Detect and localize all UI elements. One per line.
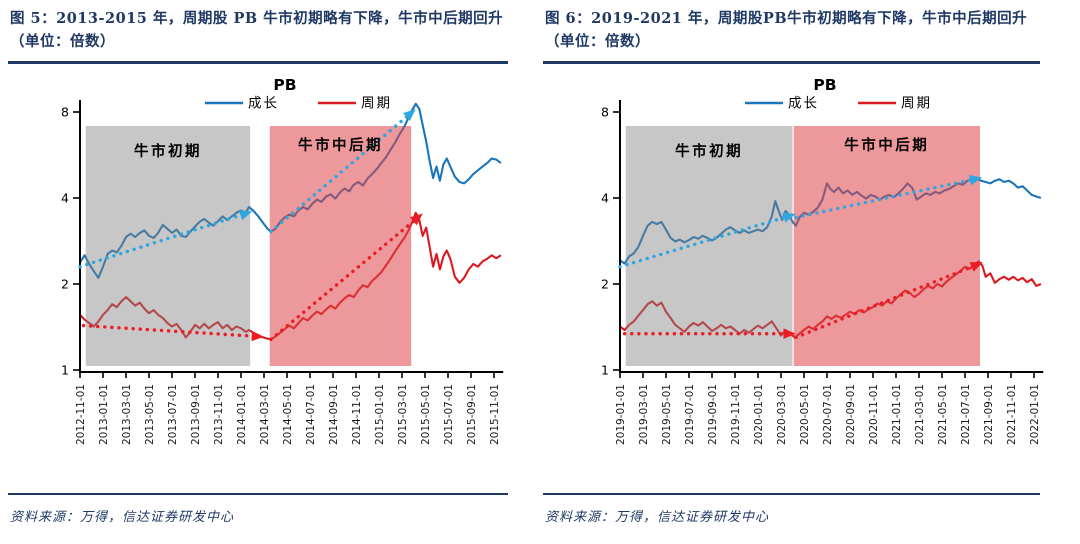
x-tick-label: 2019-03-01 [638, 384, 650, 445]
x-tick-label: 2021-09-01 [983, 384, 995, 445]
x-tick-label: 2019-01-01 [615, 384, 627, 445]
x-tick-label: 2020-01-01 [753, 384, 765, 445]
x-tick-label: 2019-07-01 [684, 384, 696, 445]
y-tick-label: 4 [61, 191, 69, 206]
x-tick-label: 2015-01-01 [374, 384, 386, 445]
x-tick-label: 2015-07-01 [443, 384, 455, 445]
region-label-bull-early: 牛市初期 [675, 142, 743, 160]
cycle-trend-arrow-1 [81, 323, 264, 342]
growth-trend-arrow-1 [78, 210, 253, 269]
figure6-panel: 图 6：2019-2021 年，周期股PB牛市初期略有下降，牛市中后期回升（单位… [543, 0, 1044, 544]
x-tick-label: 2020-09-01 [845, 384, 857, 445]
x-tick-label: 2014-09-01 [328, 384, 340, 445]
x-tick-label: 2013-09-01 [190, 384, 202, 445]
legend-label-growth: 成长 [248, 96, 279, 112]
figure5-source-note: 资料来源：万得，信达证券研发中心 [10, 510, 235, 525]
y-tick-label: 1 [61, 363, 69, 378]
cycle-trend-arrow-2 [794, 262, 984, 340]
growth-trend-arrow-1 [618, 212, 796, 269]
x-tick-label: 2014-01-01 [236, 384, 248, 445]
figure5-panel: 图 5：2013-2015 年，周期股 PB 牛市初期略有下降，牛市中后期回升（… [8, 0, 508, 544]
y-tick-label: 8 [601, 105, 609, 120]
y-tick-label: 1 [601, 363, 609, 378]
x-tick-label: 2013-07-01 [167, 384, 179, 445]
figure6-title-divider [543, 61, 1040, 64]
x-tick-label: 2019-09-01 [707, 384, 719, 445]
region-bull-midlate [269, 126, 412, 366]
x-tick-label: 2020-07-01 [822, 384, 834, 445]
x-tick-label: 2021-07-01 [960, 384, 972, 445]
figure6-source-note: 资料来源：万得，信达证券研发中心 [545, 510, 770, 525]
x-tick-label: 2014-03-01 [259, 384, 271, 445]
figure5-chart-canvas: 8 4 2 1 2012-11-01 2013-01-01 2013-03-01 2013-0… [61, 76, 504, 445]
figure5-source-divider [8, 493, 508, 495]
y-tick-label: 2 [601, 277, 609, 292]
x-tick-label: 2014-05-01 [282, 384, 294, 445]
region-label-bull-midlate: 牛市中后期 [298, 136, 383, 154]
x-tick-label: 2022-01-01 [1029, 384, 1041, 445]
x-tick-label: 2013-03-01 [121, 384, 133, 445]
legend-label-cycle: 周期 [361, 96, 392, 112]
x-tick-label: 2020-05-01 [799, 384, 811, 445]
region-bull-early [625, 126, 793, 366]
legend-label-cycle: 周期 [901, 96, 932, 112]
x-tick-label: 2020-11-01 [868, 384, 880, 445]
region-label-bull-early: 牛市初期 [134, 142, 202, 160]
x-tick-label: 2019-05-01 [661, 384, 673, 445]
figure5-title-divider [8, 61, 508, 64]
x-tick-label: 2014-07-01 [305, 384, 317, 445]
region-bull-early [85, 126, 251, 366]
x-tick-label: 2013-11-01 [213, 384, 225, 445]
region-bull-midlate [793, 126, 980, 366]
x-tick-label: 2021-05-01 [937, 384, 949, 445]
x-tick-label: 2015-05-01 [420, 384, 432, 445]
chart-inner-title: PB [273, 76, 296, 94]
y-tick-label: 2 [61, 277, 69, 292]
growth-trend-arrow-2 [269, 109, 416, 234]
x-tick-label: 2013-05-01 [144, 384, 156, 445]
y-tick-label: 4 [601, 191, 609, 206]
x-tick-label: 2020-03-01 [776, 384, 788, 445]
x-tick-label: 2021-03-01 [914, 384, 926, 445]
figure6-chart-canvas: 8 4 2 1 2019-01-01 2019-03-01 2019-05-01 2019-0… [601, 76, 1044, 445]
x-tick-label: 2019-11-01 [730, 384, 742, 445]
legend-label-growth: 成长 [788, 96, 819, 112]
figure6-source-divider [543, 493, 1040, 495]
x-tick-label: 2014-11-01 [351, 384, 363, 445]
x-tick-label: 2021-01-01 [891, 384, 903, 445]
figure5-title: 图 5：2013-2015 年，周期股 PB 牛市初期略有下降，牛市中后期回升（… [10, 10, 504, 51]
x-tick-label: 2015-11-01 [489, 384, 501, 445]
region-label-bull-midlate: 牛市中后期 [844, 136, 929, 154]
x-tick-label: 2013-01-01 [98, 384, 110, 445]
x-tick-label: 2012-11-01 [75, 384, 87, 445]
chart-inner-title: PB [813, 76, 836, 94]
x-tick-label: 2021-11-01 [1006, 384, 1018, 445]
x-tick-label: 2015-09-01 [466, 384, 478, 445]
y-tick-label: 8 [61, 105, 69, 120]
growth-trend-arrow-2 [794, 175, 983, 220]
x-tick-label: 2015-03-01 [397, 384, 409, 445]
figure6-title: 图 6：2019-2021 年，周期股PB牛市初期略有下降，牛市中后期回升（单位… [545, 10, 1028, 51]
